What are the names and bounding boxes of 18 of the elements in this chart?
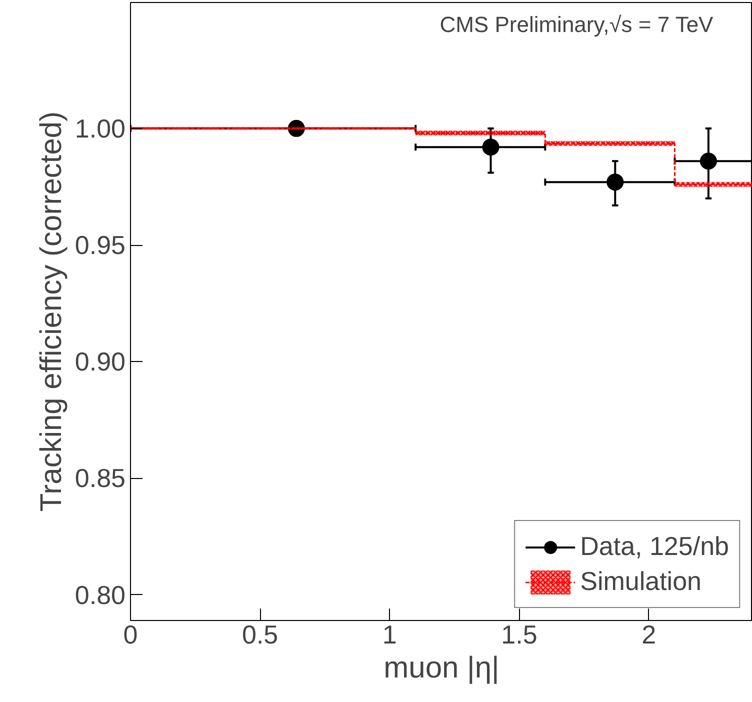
point [700,152,717,170]
y-tick-label: 0.90 [74,346,126,377]
y-tick-label: 1.00 [74,113,126,144]
x-tick-label: 0.5 [242,620,278,650]
y-tick-label: 0.85 [74,463,126,494]
x-tick-label: 2 [642,620,656,650]
point [482,138,500,156]
x-tick-label: 1 [382,620,397,650]
legend-label: Simulation [580,566,702,597]
legend-label: Data, 125/nb [580,531,729,562]
y-axis-title: Tracking efficiency (corrected) [34,111,68,512]
y-tick-label: 0.95 [74,230,126,260]
x-tick-label: 0 [123,620,138,650]
x-tick-label: 1.5 [501,620,538,650]
x-axis-title: muon |η| [384,652,500,684]
point [606,174,624,191]
y-tick-label: 0.80 [74,580,126,610]
annotation: CMS Preliminary,√s = 7 TeV [440,12,714,37]
